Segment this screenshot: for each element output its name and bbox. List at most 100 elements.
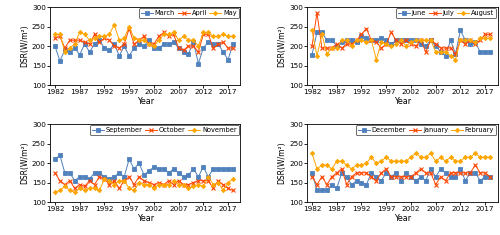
- October: [230, 189, 236, 192]
- July: [344, 43, 349, 46]
- November: [180, 183, 186, 186]
- February: [368, 156, 374, 159]
- June: [368, 39, 374, 42]
- October: [96, 175, 102, 178]
- March: [116, 54, 122, 57]
- November: [220, 189, 226, 192]
- April: [52, 37, 58, 40]
- Line: February: February: [310, 152, 492, 170]
- September: [170, 168, 176, 170]
- October: [146, 181, 152, 184]
- September: [151, 166, 157, 168]
- December: [418, 175, 424, 178]
- November: [112, 183, 117, 186]
- September: [176, 171, 182, 174]
- November: [52, 191, 58, 194]
- February: [319, 164, 325, 166]
- Line: August: August: [310, 29, 492, 61]
- May: [92, 37, 98, 40]
- Legend: March, April, May: March, April, May: [138, 8, 239, 18]
- March: [156, 47, 162, 49]
- April: [131, 43, 137, 46]
- October: [92, 183, 98, 186]
- May: [112, 23, 117, 26]
- June: [413, 39, 419, 42]
- December: [324, 189, 330, 192]
- July: [423, 51, 429, 53]
- August: [477, 37, 483, 40]
- March: [136, 43, 142, 46]
- December: [374, 175, 380, 178]
- January: [338, 168, 344, 170]
- June: [418, 43, 424, 46]
- February: [423, 156, 429, 159]
- July: [428, 39, 434, 42]
- X-axis label: Year: Year: [394, 97, 411, 106]
- October: [166, 179, 172, 182]
- September: [230, 168, 236, 170]
- June: [314, 31, 320, 34]
- September: [146, 169, 152, 172]
- June: [448, 39, 454, 42]
- April: [220, 41, 226, 43]
- October: [106, 183, 112, 186]
- December: [468, 171, 473, 174]
- January: [358, 171, 364, 174]
- Line: March: March: [54, 39, 234, 65]
- September: [136, 162, 142, 164]
- April: [136, 39, 142, 42]
- May: [151, 45, 157, 47]
- October: [62, 183, 68, 186]
- June: [472, 41, 478, 43]
- September: [92, 171, 98, 174]
- June: [383, 39, 389, 42]
- April: [186, 45, 192, 47]
- March: [126, 54, 132, 57]
- November: [76, 187, 82, 190]
- August: [423, 39, 429, 42]
- November: [206, 175, 212, 178]
- July: [338, 47, 344, 49]
- July: [472, 43, 478, 46]
- February: [468, 156, 473, 159]
- September: [200, 166, 206, 168]
- March: [76, 53, 82, 56]
- May: [102, 35, 107, 38]
- July: [432, 43, 438, 46]
- March: [62, 49, 68, 51]
- November: [106, 179, 112, 182]
- February: [438, 156, 444, 159]
- August: [378, 41, 384, 43]
- February: [482, 156, 488, 159]
- May: [176, 39, 182, 42]
- February: [388, 160, 394, 163]
- December: [438, 168, 444, 170]
- May: [67, 47, 73, 49]
- January: [452, 171, 458, 174]
- September: [210, 168, 216, 170]
- November: [62, 185, 68, 188]
- April: [230, 47, 236, 49]
- March: [170, 41, 176, 43]
- October: [186, 183, 192, 186]
- May: [156, 39, 162, 42]
- November: [146, 183, 152, 186]
- July: [448, 47, 454, 49]
- October: [196, 179, 202, 182]
- June: [388, 43, 394, 46]
- February: [428, 152, 434, 155]
- May: [52, 33, 58, 36]
- January: [348, 175, 354, 178]
- October: [121, 179, 127, 182]
- July: [468, 39, 473, 42]
- January: [477, 171, 483, 174]
- March: [206, 41, 212, 43]
- December: [358, 181, 364, 184]
- June: [393, 39, 399, 42]
- January: [393, 175, 399, 178]
- March: [82, 43, 87, 46]
- December: [319, 189, 325, 192]
- April: [86, 43, 92, 46]
- August: [374, 58, 380, 61]
- Line: June: June: [310, 29, 492, 57]
